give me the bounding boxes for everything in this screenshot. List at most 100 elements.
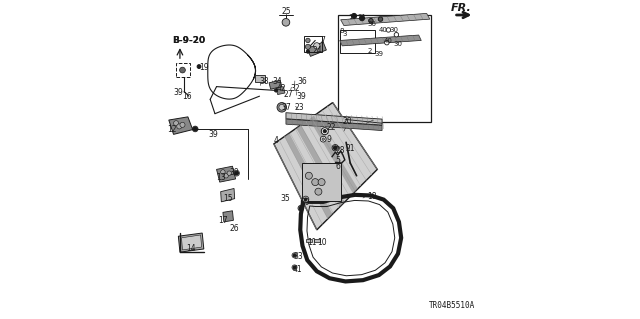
Text: 5: 5 — [335, 156, 340, 165]
Polygon shape — [182, 235, 202, 250]
Circle shape — [303, 196, 309, 203]
Circle shape — [173, 121, 179, 126]
Text: 39: 39 — [173, 88, 182, 98]
Text: 11: 11 — [307, 238, 317, 247]
Text: 39: 39 — [296, 92, 306, 101]
Text: 37: 37 — [282, 103, 292, 112]
Text: 16: 16 — [182, 92, 192, 101]
Polygon shape — [286, 113, 382, 125]
Circle shape — [315, 188, 322, 195]
Text: 42: 42 — [277, 84, 287, 93]
Polygon shape — [269, 80, 282, 89]
Circle shape — [293, 266, 296, 269]
Polygon shape — [284, 133, 333, 219]
Circle shape — [293, 254, 296, 257]
Circle shape — [323, 130, 326, 133]
Text: 6: 6 — [335, 162, 340, 171]
Circle shape — [305, 172, 312, 179]
Circle shape — [322, 138, 324, 140]
Text: 27: 27 — [284, 90, 293, 99]
Polygon shape — [274, 102, 378, 230]
Text: 24: 24 — [312, 46, 322, 55]
Polygon shape — [221, 189, 235, 202]
Text: 29: 29 — [300, 198, 310, 207]
Circle shape — [369, 19, 373, 23]
Circle shape — [193, 127, 198, 131]
Text: 22: 22 — [326, 123, 336, 132]
Text: 34: 34 — [272, 77, 282, 86]
Circle shape — [305, 44, 310, 49]
Text: 33: 33 — [293, 252, 303, 262]
Polygon shape — [169, 117, 193, 134]
Text: 39: 39 — [209, 130, 218, 139]
Text: 21: 21 — [346, 144, 355, 153]
Polygon shape — [340, 13, 430, 26]
Text: 8: 8 — [339, 28, 344, 34]
Circle shape — [279, 104, 285, 110]
Circle shape — [197, 65, 201, 69]
Circle shape — [378, 17, 383, 21]
Text: 3: 3 — [343, 31, 348, 37]
Text: 23: 23 — [294, 103, 304, 112]
Text: 39: 39 — [375, 51, 384, 57]
Circle shape — [299, 206, 303, 210]
Text: B-9-20: B-9-20 — [172, 36, 205, 45]
Circle shape — [177, 124, 182, 129]
Text: TR04B5510A: TR04B5510A — [429, 301, 476, 310]
Circle shape — [312, 179, 319, 186]
Polygon shape — [309, 116, 358, 194]
Circle shape — [386, 28, 390, 32]
Text: 15: 15 — [223, 194, 232, 203]
Bar — [255, 76, 264, 82]
Circle shape — [360, 16, 365, 21]
Text: 41: 41 — [293, 265, 303, 274]
Circle shape — [307, 50, 310, 53]
Bar — [304, 36, 321, 52]
Text: 31: 31 — [358, 14, 367, 19]
Bar — [303, 163, 340, 201]
Circle shape — [224, 174, 228, 178]
Text: B-9-20: B-9-20 — [172, 36, 205, 45]
Polygon shape — [216, 166, 236, 182]
Text: 40: 40 — [383, 38, 392, 44]
Text: 36: 36 — [297, 77, 307, 86]
Circle shape — [320, 136, 326, 142]
Circle shape — [180, 67, 186, 73]
Polygon shape — [223, 211, 234, 222]
Circle shape — [235, 171, 239, 175]
Circle shape — [305, 198, 307, 201]
Text: 14: 14 — [186, 244, 196, 254]
Text: 26: 26 — [229, 224, 239, 233]
Polygon shape — [179, 233, 204, 252]
Text: FR.: FR. — [451, 3, 472, 13]
Circle shape — [321, 128, 328, 135]
Text: 32: 32 — [291, 84, 300, 93]
Text: 9: 9 — [326, 135, 332, 144]
Circle shape — [221, 170, 225, 174]
Text: 30: 30 — [389, 27, 398, 33]
Text: 39: 39 — [229, 168, 239, 177]
Polygon shape — [296, 125, 344, 207]
Polygon shape — [307, 42, 326, 56]
Polygon shape — [340, 35, 421, 46]
Circle shape — [306, 38, 310, 43]
Circle shape — [385, 41, 389, 45]
Text: 18: 18 — [367, 192, 376, 201]
Text: 19: 19 — [199, 63, 209, 72]
Polygon shape — [276, 87, 285, 94]
Text: 40: 40 — [379, 27, 388, 33]
Polygon shape — [286, 119, 382, 130]
Text: 36: 36 — [367, 21, 376, 26]
Text: 25: 25 — [282, 7, 291, 16]
Bar — [340, 30, 375, 53]
Bar — [337, 15, 431, 122]
Text: 13: 13 — [216, 173, 226, 182]
Text: 4: 4 — [274, 136, 278, 145]
Circle shape — [351, 13, 356, 19]
Text: 28: 28 — [335, 146, 345, 155]
Bar — [176, 63, 191, 77]
Bar — [314, 239, 320, 242]
Text: 2: 2 — [367, 48, 371, 54]
Circle shape — [275, 89, 278, 92]
Text: 35: 35 — [280, 194, 290, 203]
